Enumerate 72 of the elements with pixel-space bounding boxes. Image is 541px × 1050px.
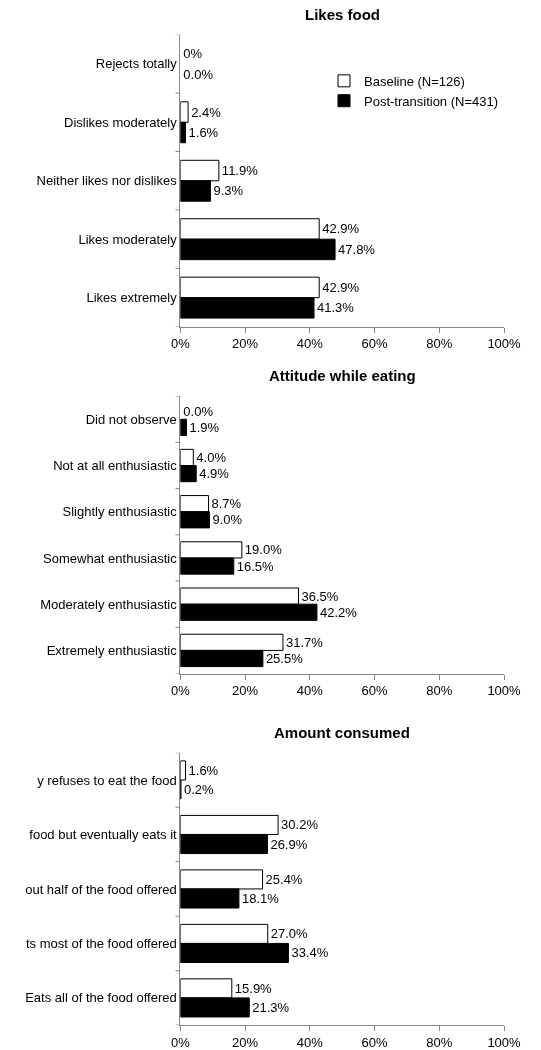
data-label: 19.0% [244, 542, 283, 558]
x-tick-label: 100% [487, 1034, 522, 1050]
data-label: 31.7% [285, 634, 324, 650]
x-tick-label: 0% [170, 683, 191, 699]
data-label: 42.9% [322, 279, 360, 295]
y-tick-label: Rejects totally [95, 56, 178, 72]
data-label: 30.2% [281, 817, 319, 833]
y-tick-label: Slightly enthusiastic [62, 504, 178, 520]
x-tick-label: 60% [361, 336, 388, 352]
x-tick-label: 80% [426, 1034, 453, 1050]
y-tick-label: Neither likes nor dislikes [36, 173, 178, 189]
data-label: 9.0% [212, 512, 243, 528]
x-tick-label: 20% [232, 1034, 259, 1050]
x-tick-label: 40% [296, 683, 324, 699]
chart-title: Amount consumed [274, 724, 410, 741]
data-label: 25.4% [265, 871, 303, 887]
x-tick-label: 80% [426, 336, 453, 352]
chart-title: Likes food [305, 6, 381, 23]
data-label: 1.6% [188, 125, 219, 141]
x-tick-label: 60% [361, 1034, 388, 1050]
x-tick-label: 0% [170, 1034, 191, 1050]
y-tick-label: ts most of the food offered [25, 935, 177, 951]
y-tick-label: Somewhat enthusiastic [43, 550, 178, 566]
data-label: 0% [183, 46, 203, 62]
x-tick-label: 0% [170, 336, 191, 352]
y-tick-label: Likes moderately [78, 231, 178, 247]
data-label: 47.8% [338, 241, 376, 257]
data-label: 8.7% [211, 496, 242, 512]
legend-label: Post-transition (N=431) [364, 93, 499, 109]
data-label: 33.4% [291, 945, 329, 961]
data-label: 1.9% [189, 419, 220, 435]
legend-label: Baseline (N=126) [364, 73, 465, 89]
data-label: 0.0% [183, 403, 214, 419]
data-label: 0.0% [183, 66, 214, 82]
data-label: 15.9% [234, 980, 273, 996]
y-tick-label: Extremely enthusiastic [46, 642, 178, 658]
data-label: 9.3% [213, 183, 244, 199]
data-label: 36.5% [301, 588, 339, 604]
x-tick-label: 40% [296, 336, 324, 352]
y-tick-label: Dislikes moderately [64, 114, 178, 130]
data-label: 42.2% [319, 604, 358, 620]
x-tick-label: 80% [426, 683, 453, 699]
x-tick-label: 60% [361, 683, 388, 699]
data-label: 16.5% [236, 558, 275, 574]
data-label: 4.9% [199, 466, 230, 482]
data-label: 41.3% [317, 300, 355, 316]
bar [180, 418, 187, 436]
x-tick-label: 20% [232, 336, 259, 352]
y-tick-label: Eats all of the food offered [25, 990, 177, 1006]
y-tick-label: Likes extremely [86, 290, 178, 306]
data-label: 1.6% [188, 762, 219, 778]
x-tick-label: 100% [487, 683, 522, 699]
data-label: 26.9% [270, 836, 308, 852]
x-tick-label: 100% [487, 336, 522, 352]
data-label: 11.9% [221, 163, 259, 179]
chart-title: Attitude while eating [269, 367, 416, 384]
x-tick-label: 20% [232, 683, 259, 699]
x-tick-label: 40% [296, 1034, 324, 1050]
y-tick-label: y refuses to eat the food [37, 772, 177, 788]
data-label: 0.2% [184, 782, 215, 798]
y-tick-label: out half of the food offered [25, 881, 177, 897]
y-tick-label: food but eventually eats it [29, 827, 178, 843]
data-label: 42.9% [322, 221, 360, 237]
data-label: 21.3% [252, 999, 290, 1015]
y-tick-label: Not at all enthusiastic [53, 458, 178, 474]
data-label: 4.0% [196, 449, 227, 465]
data-label: 2.4% [191, 104, 222, 120]
data-label: 27.0% [270, 926, 309, 942]
data-label: 25.5% [265, 651, 304, 666]
data-label: 18.1% [241, 890, 280, 906]
y-tick-label: Did not observe [85, 411, 177, 427]
y-tick-label: Moderately enthusiastic [40, 596, 178, 612]
